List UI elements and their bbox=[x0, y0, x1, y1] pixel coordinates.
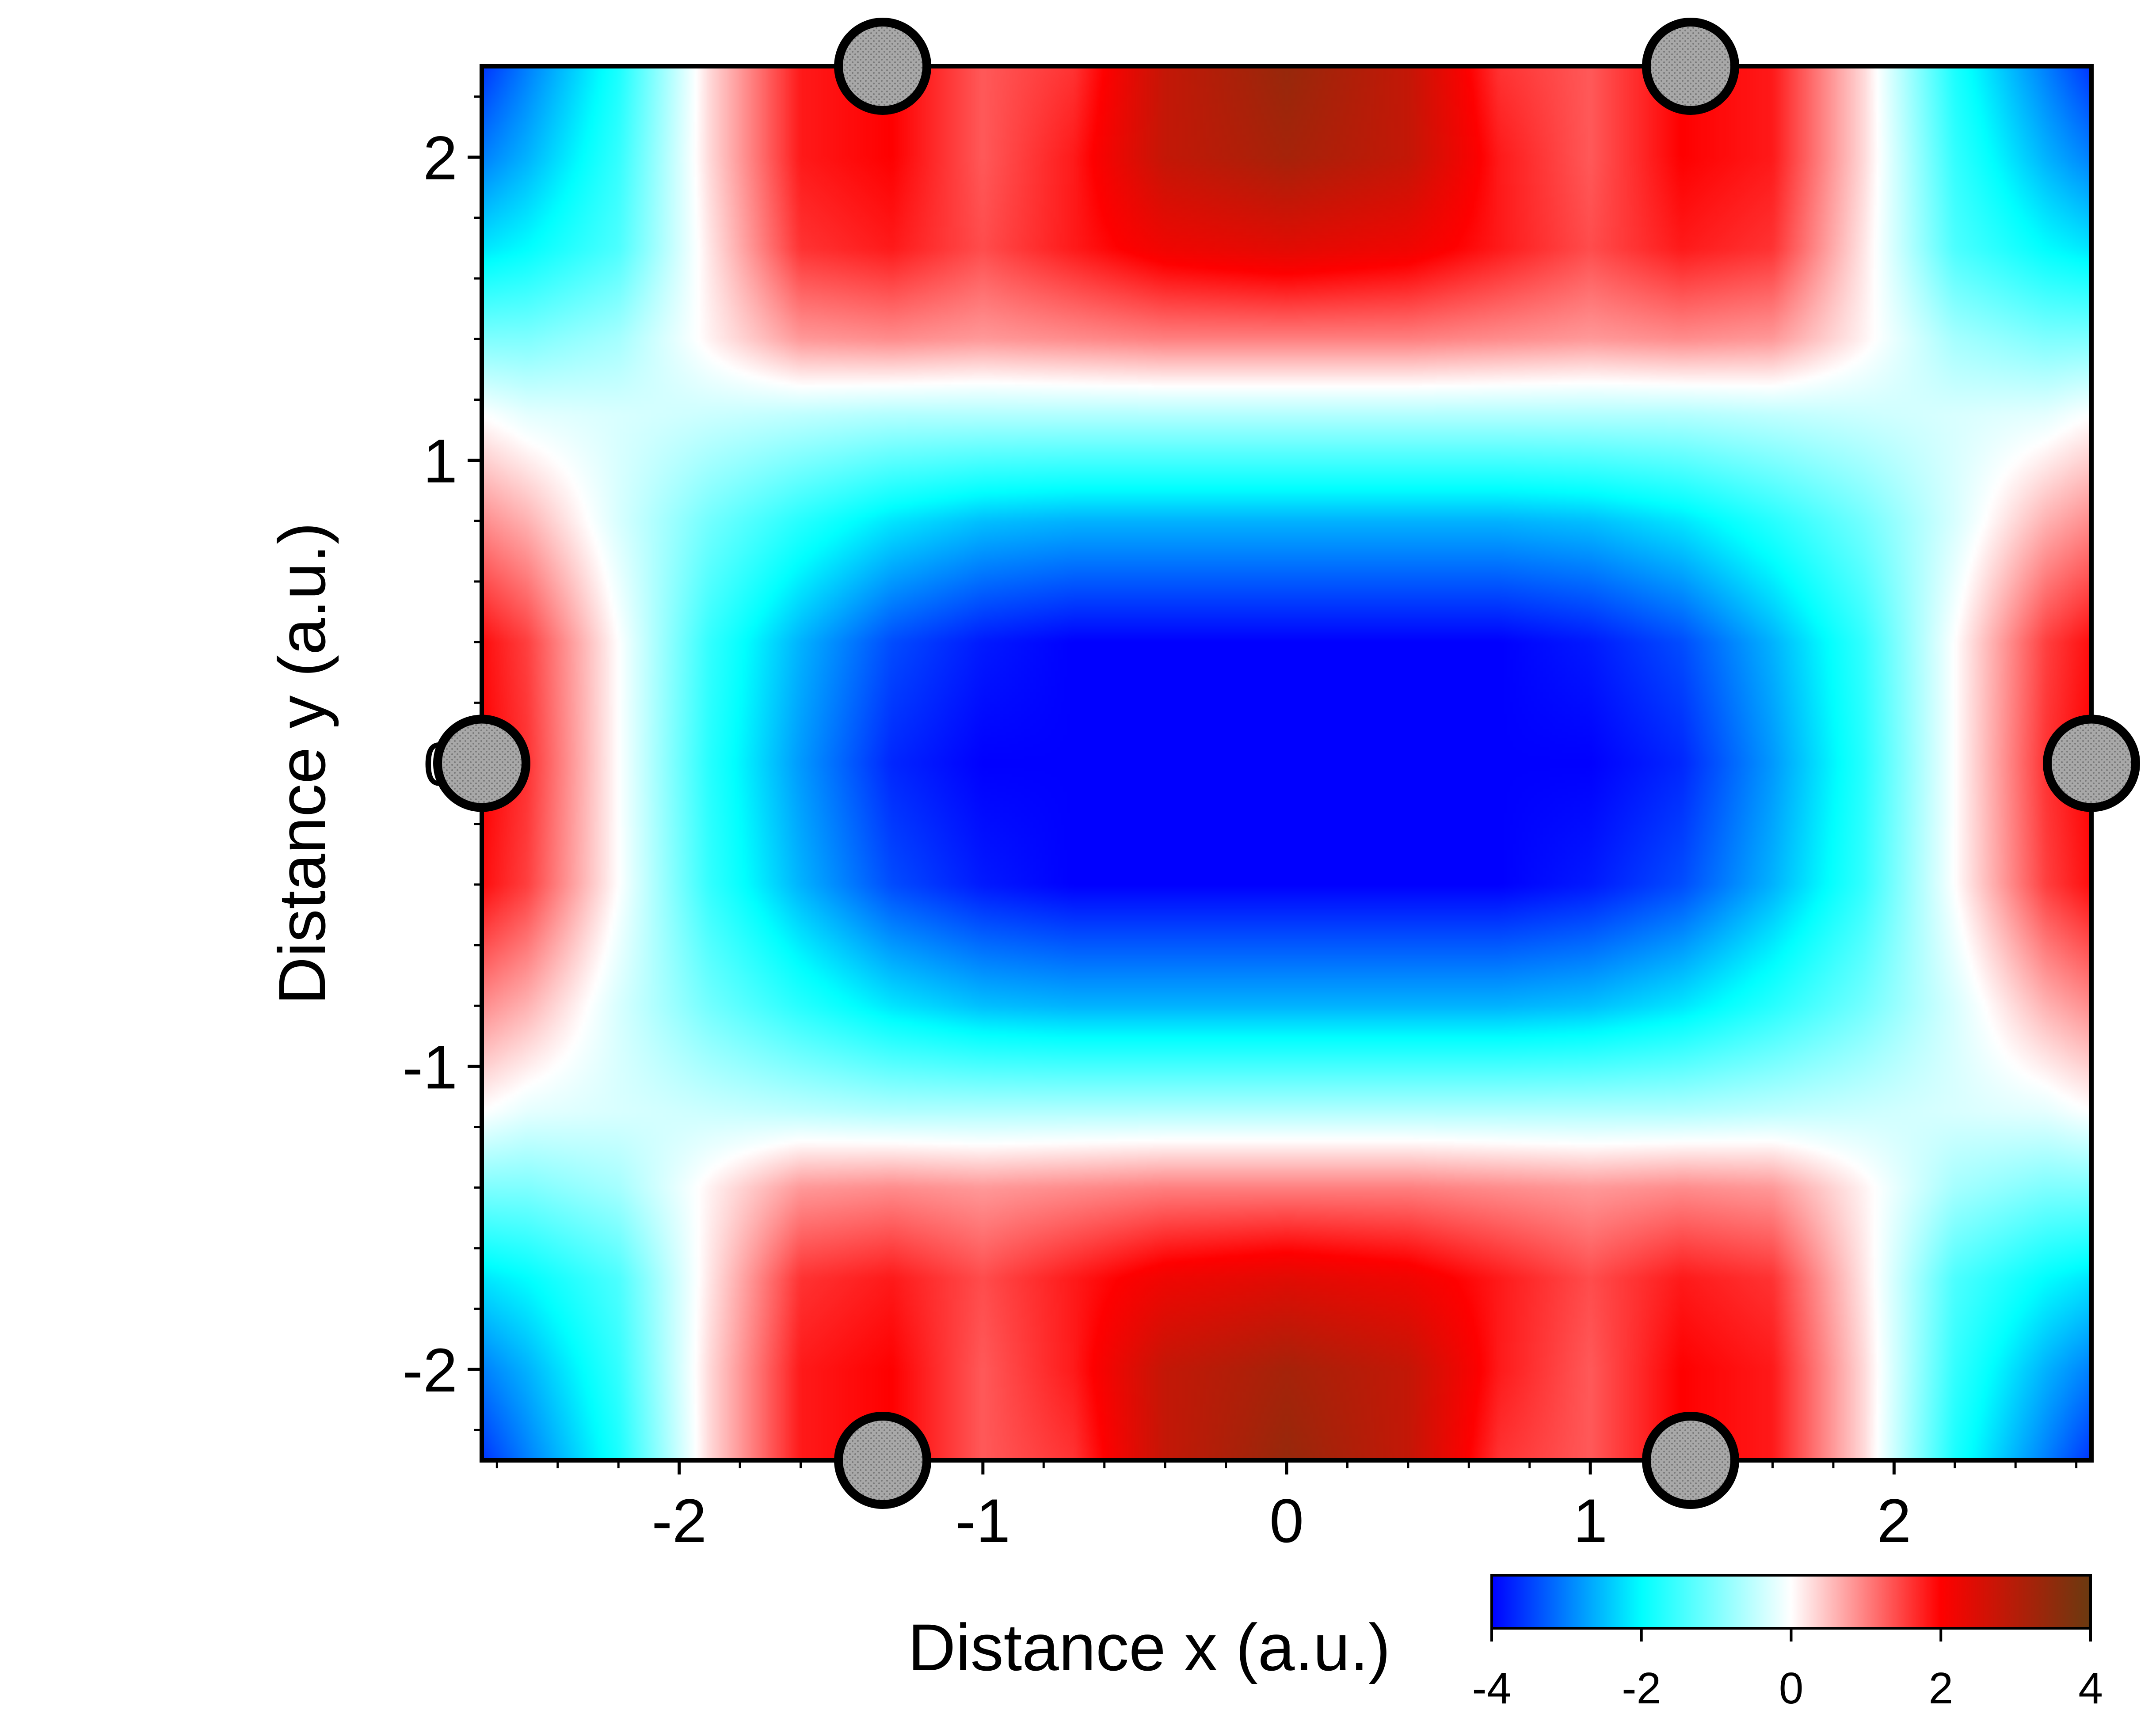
colorbar-ticks: -4 -2 0 2 4 bbox=[1472, 1628, 2103, 1710]
heatmap-image bbox=[482, 66, 2091, 1460]
atom-markers bbox=[433, 18, 2140, 1509]
colorbar-tick-label: 4 bbox=[2078, 1664, 2103, 1710]
x-tick-label: 1 bbox=[1573, 1486, 1607, 1555]
colorbar-tick-label: 2 bbox=[1928, 1664, 1953, 1710]
y-tick-label: -2 bbox=[403, 1335, 457, 1405]
colorbar-gradient bbox=[1490, 1574, 2092, 1630]
atom-marker bbox=[2043, 714, 2140, 812]
atom-marker bbox=[1642, 1412, 1739, 1509]
atom-marker bbox=[1642, 18, 1739, 115]
y-axis-label: Distance y (a.u.) bbox=[265, 522, 339, 1005]
atom-marker bbox=[433, 714, 530, 812]
y-tick-label: -1 bbox=[403, 1032, 457, 1102]
x-tick-label: 2 bbox=[1877, 1486, 1911, 1555]
colorbar-tick-label: -2 bbox=[1622, 1664, 1661, 1710]
colorbar-tick-label: -4 bbox=[1472, 1664, 1512, 1710]
y-tick-label: 2 bbox=[423, 123, 457, 193]
colorbar-tick-label: 0 bbox=[1779, 1664, 1804, 1710]
x-axis-label: Distance x (a.u.) bbox=[908, 1610, 1390, 1684]
x-tick-label: -1 bbox=[956, 1486, 1010, 1555]
x-tick-label: -2 bbox=[651, 1486, 706, 1555]
x-tick-label: 0 bbox=[1269, 1486, 1304, 1555]
y-tick-label: 1 bbox=[423, 426, 457, 496]
colorbar: -4 -2 0 2 4 bbox=[1472, 1574, 2103, 1710]
x-axis: -2 -1 0 1 2 bbox=[495, 1460, 2078, 1555]
heatmap bbox=[482, 66, 2091, 1460]
atom-marker bbox=[834, 1412, 932, 1509]
atom-marker bbox=[834, 18, 932, 115]
